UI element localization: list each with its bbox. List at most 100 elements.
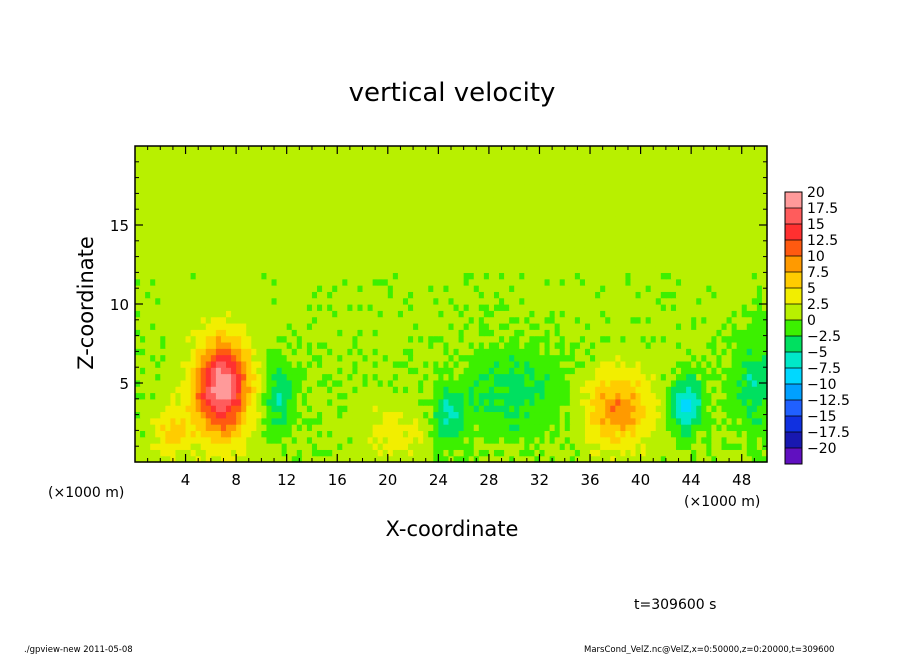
heat-cell — [761, 405, 768, 413]
heat-cell — [266, 272, 273, 280]
heat-cell — [337, 443, 343, 450]
heat-cell — [463, 436, 470, 444]
heat-cell — [509, 266, 515, 273]
heat-cell — [205, 430, 212, 438]
heat-cell — [630, 455, 637, 463]
heat-cell — [736, 247, 743, 255]
heat-cell — [569, 278, 576, 286]
heat-cell — [382, 405, 389, 413]
heat-cell — [342, 335, 348, 343]
heat-cell — [180, 253, 187, 261]
heat-cell — [524, 430, 530, 438]
heat-cell — [413, 329, 419, 337]
heat-cell — [726, 291, 733, 299]
heat-cell — [756, 354, 763, 362]
heat-cell — [731, 392, 738, 400]
heat-cell — [463, 316, 470, 324]
heat-cell — [696, 341, 702, 349]
heat-cell — [408, 266, 414, 273]
heat-cell — [509, 297, 515, 305]
heat-cell — [160, 304, 166, 311]
heat-cell — [397, 443, 404, 450]
heat-cell — [180, 335, 187, 343]
heat-cell — [590, 329, 596, 337]
heat-cell — [286, 285, 293, 292]
heat-cell — [392, 297, 399, 305]
heat-cell — [291, 253, 298, 261]
heat-cell — [377, 240, 384, 248]
heat-cell — [463, 297, 470, 305]
heat-cell — [756, 304, 763, 311]
heat-cell — [322, 341, 328, 349]
heat-cell — [200, 424, 207, 431]
heat-cell — [160, 449, 166, 457]
heat-cell — [736, 278, 743, 286]
heat-cell — [534, 405, 541, 413]
heat-cell — [675, 247, 682, 255]
heat-cell — [499, 285, 505, 292]
heat-cell — [256, 367, 262, 375]
heat-cell — [488, 424, 495, 431]
heat-cell — [595, 329, 601, 337]
heat-cell — [630, 240, 637, 248]
heat-cell — [418, 379, 424, 387]
heat-cell — [372, 354, 379, 362]
heat-cell — [387, 335, 394, 343]
heat-cell — [645, 310, 652, 318]
heat-cell — [549, 221, 556, 229]
heat-cell — [301, 436, 308, 444]
heat-cell — [655, 405, 662, 413]
heat-cell — [640, 285, 647, 292]
heat-cell — [549, 253, 556, 261]
heat-cell — [554, 247, 561, 255]
heat-cell — [210, 443, 217, 450]
heat-cell — [306, 291, 313, 299]
heat-cell — [645, 417, 652, 425]
heat-cell — [155, 234, 161, 242]
heat-cell — [332, 398, 338, 406]
heat-cell — [751, 348, 758, 356]
heat-cell — [584, 304, 591, 311]
heat-cell — [266, 316, 273, 324]
heat-cell — [387, 228, 394, 236]
heat-cell — [418, 329, 424, 337]
heat-cell — [716, 341, 723, 349]
heat-cell — [372, 240, 379, 248]
heat-cell — [524, 266, 530, 273]
heat-cell — [322, 335, 328, 343]
heat-cell — [645, 392, 652, 400]
heat-cell — [241, 304, 247, 311]
heat-cell — [433, 215, 439, 223]
heat-cell — [231, 379, 237, 387]
heat-cell — [236, 386, 242, 394]
heat-cell — [675, 266, 682, 273]
heat-cell — [655, 398, 662, 406]
heat-cell — [271, 329, 278, 337]
heat-cell — [499, 341, 505, 349]
heat-cell — [529, 455, 536, 463]
heat-cell — [392, 209, 399, 217]
heat-cell — [215, 392, 222, 400]
heat-cell — [322, 386, 328, 394]
heat-cell — [483, 341, 490, 349]
heat-cell — [443, 348, 450, 356]
heat-cell — [301, 411, 308, 419]
heat-cell — [200, 322, 207, 330]
heat-cell — [145, 424, 151, 431]
heat-cell — [362, 398, 369, 406]
heat-cell — [751, 354, 758, 362]
heat-cell — [327, 386, 333, 394]
heat-cell — [210, 278, 217, 286]
heat-cell — [367, 379, 374, 387]
heat-cell — [463, 272, 470, 280]
heat-cell — [640, 417, 647, 425]
heat-cell — [458, 266, 465, 273]
heat-cell — [706, 392, 712, 400]
heat-cell — [625, 322, 632, 330]
heat-cell — [665, 392, 672, 400]
heat-cell — [635, 209, 642, 217]
heat-cell — [514, 322, 520, 330]
heat-cell — [317, 379, 323, 387]
heat-cell — [377, 304, 384, 311]
heat-cell — [721, 436, 728, 444]
